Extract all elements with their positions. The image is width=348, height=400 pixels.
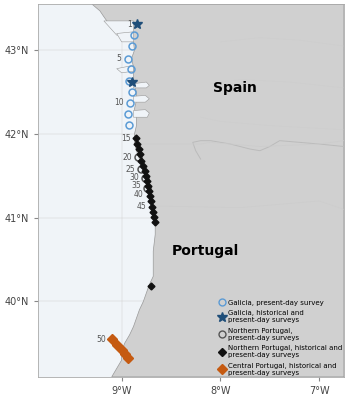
Polygon shape — [117, 32, 134, 42]
Text: 30: 30 — [130, 173, 140, 182]
Text: Spain: Spain — [213, 81, 257, 95]
Text: 40: 40 — [134, 190, 143, 199]
Polygon shape — [134, 96, 149, 102]
Text: 10: 10 — [114, 98, 124, 108]
Text: 20: 20 — [123, 153, 133, 162]
Polygon shape — [134, 82, 149, 88]
Polygon shape — [92, 4, 344, 377]
Text: 45: 45 — [136, 202, 146, 211]
Text: 35: 35 — [132, 181, 141, 190]
Polygon shape — [117, 65, 134, 73]
Legend: Galicia, present-day survey, Galicia, historical and
present-day surveys, Northe: Galicia, present-day survey, Galicia, hi… — [217, 298, 343, 377]
Text: 50: 50 — [96, 335, 106, 344]
Polygon shape — [104, 21, 134, 35]
Text: 1: 1 — [127, 20, 132, 29]
Text: Portugal: Portugal — [172, 244, 239, 258]
Text: 15: 15 — [121, 134, 130, 143]
Polygon shape — [134, 110, 149, 117]
Text: 5: 5 — [117, 54, 122, 63]
Text: 25: 25 — [126, 165, 135, 174]
